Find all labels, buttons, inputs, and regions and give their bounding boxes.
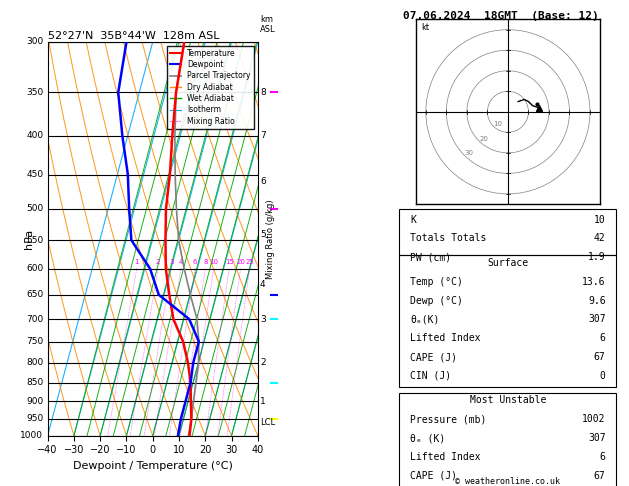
Text: 3: 3: [169, 259, 174, 265]
Text: 25: 25: [245, 259, 254, 265]
Text: 10: 10: [209, 259, 218, 265]
Text: 67: 67: [594, 471, 606, 481]
Text: Surface: Surface: [487, 258, 528, 268]
Text: 1: 1: [260, 397, 265, 406]
Text: Lifted Index: Lifted Index: [410, 333, 481, 343]
Text: Pressure (mb): Pressure (mb): [410, 414, 487, 424]
Text: 52°27'N  35B°44'W  128m ASL: 52°27'N 35B°44'W 128m ASL: [48, 31, 219, 41]
Text: 600: 600: [26, 264, 43, 273]
Text: Totals Totals: Totals Totals: [410, 233, 487, 243]
Text: K: K: [410, 214, 416, 225]
Text: 10: 10: [494, 121, 503, 127]
Text: 13.6: 13.6: [582, 277, 606, 287]
Text: 42: 42: [594, 233, 606, 243]
Text: 3: 3: [260, 314, 265, 324]
Text: 1000: 1000: [20, 431, 43, 440]
Text: 6: 6: [260, 177, 265, 186]
Text: 300: 300: [26, 37, 43, 46]
Text: 8: 8: [260, 88, 265, 97]
Text: 307: 307: [588, 433, 606, 443]
Text: 5: 5: [260, 230, 265, 239]
Text: CAPE (J): CAPE (J): [410, 471, 457, 481]
Text: CAPE (J): CAPE (J): [410, 352, 457, 362]
Text: Temp (°C): Temp (°C): [410, 277, 463, 287]
Text: 650: 650: [26, 290, 43, 299]
Text: 20: 20: [479, 136, 488, 141]
Text: CIN (J): CIN (J): [410, 371, 452, 381]
X-axis label: Dewpoint / Temperature (°C): Dewpoint / Temperature (°C): [73, 461, 233, 471]
Text: 1002: 1002: [582, 414, 606, 424]
Text: © weatheronline.co.uk: © weatheronline.co.uk: [455, 477, 560, 486]
Text: Mixing Ratio (g/kg): Mixing Ratio (g/kg): [266, 199, 276, 278]
Text: 950: 950: [26, 415, 43, 423]
Text: Most Unstable: Most Unstable: [470, 395, 546, 405]
Text: LCL: LCL: [260, 418, 275, 427]
Text: 307: 307: [588, 314, 606, 324]
Text: 900: 900: [26, 397, 43, 406]
Text: 67: 67: [594, 352, 606, 362]
Text: 15: 15: [225, 259, 233, 265]
Text: 500: 500: [26, 205, 43, 213]
Text: 6: 6: [192, 259, 198, 265]
Text: 6: 6: [599, 452, 606, 462]
Text: 8: 8: [203, 259, 208, 265]
Text: 450: 450: [26, 170, 43, 179]
Text: 1.9: 1.9: [588, 252, 606, 262]
Text: 20: 20: [236, 259, 245, 265]
Text: hPa: hPa: [24, 229, 34, 249]
Text: 6: 6: [599, 333, 606, 343]
Text: 750: 750: [26, 337, 43, 346]
Text: 800: 800: [26, 358, 43, 367]
Text: 0: 0: [599, 371, 606, 381]
Text: 07.06.2024  18GMT  (Base: 12): 07.06.2024 18GMT (Base: 12): [403, 11, 598, 21]
Text: km
ASL: km ASL: [260, 15, 276, 34]
Legend: Temperature, Dewpoint, Parcel Trajectory, Dry Adiabat, Wet Adiabat, Isotherm, Mi: Temperature, Dewpoint, Parcel Trajectory…: [167, 46, 254, 129]
Text: 2: 2: [156, 259, 160, 265]
Text: 850: 850: [26, 378, 43, 387]
Text: kt: kt: [421, 23, 430, 32]
Text: 700: 700: [26, 314, 43, 324]
Text: Lifted Index: Lifted Index: [410, 452, 481, 462]
Text: θₑ (K): θₑ (K): [410, 433, 445, 443]
Text: 10: 10: [594, 214, 606, 225]
Text: θₑ(K): θₑ(K): [410, 314, 440, 324]
Text: 9.6: 9.6: [588, 295, 606, 306]
Text: 30: 30: [465, 150, 474, 156]
Text: 4: 4: [260, 280, 265, 289]
Text: 7: 7: [260, 132, 265, 140]
Text: 350: 350: [26, 88, 43, 97]
Text: 550: 550: [26, 236, 43, 244]
Text: 2: 2: [260, 358, 265, 367]
Text: 400: 400: [26, 132, 43, 140]
Text: PW (cm): PW (cm): [410, 252, 452, 262]
Text: Dewp (°C): Dewp (°C): [410, 295, 463, 306]
Text: 1: 1: [135, 259, 139, 265]
Text: 4: 4: [179, 259, 183, 265]
